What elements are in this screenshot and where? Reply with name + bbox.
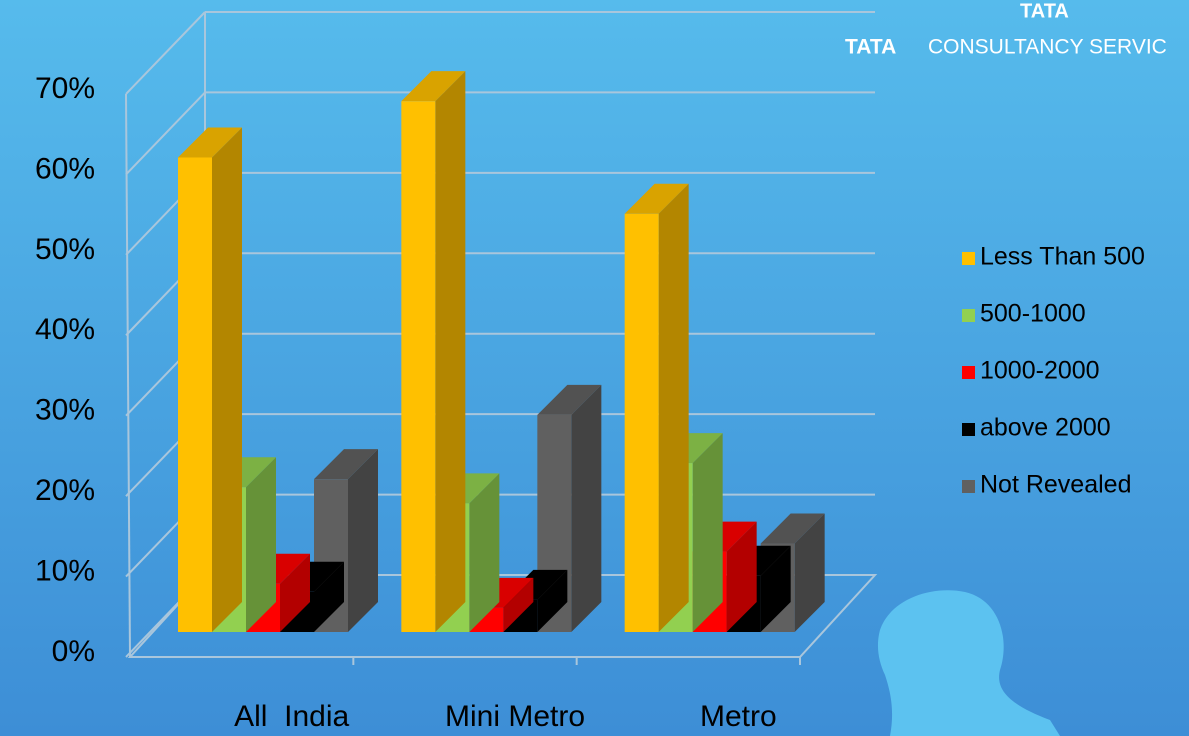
y-tick-label: 10% bbox=[35, 554, 95, 587]
grid-side-line bbox=[125, 91, 206, 176]
bar bbox=[624, 183, 689, 632]
x-tick-label: All India bbox=[234, 700, 349, 733]
logo-mark: TATA bbox=[1020, 0, 1069, 22]
legend-swatch bbox=[962, 366, 975, 379]
y-tick-label: 20% bbox=[35, 474, 95, 507]
legend-label: 1000-2000 bbox=[980, 357, 1100, 385]
bar-top bbox=[178, 127, 242, 158]
bar-side bbox=[760, 545, 791, 632]
y-tick-label: 60% bbox=[35, 152, 95, 185]
bar-side bbox=[726, 521, 757, 632]
y-axis bbox=[125, 93, 131, 658]
x-tick-label: Mini Metro bbox=[445, 700, 585, 733]
bar-top bbox=[537, 384, 602, 415]
bar-side bbox=[537, 569, 568, 632]
bar-side bbox=[280, 553, 310, 632]
bar-side bbox=[503, 577, 534, 632]
bar-side bbox=[435, 71, 466, 632]
bar-front bbox=[401, 101, 436, 632]
bar-side bbox=[348, 449, 378, 632]
bar-side bbox=[314, 561, 344, 632]
bar-side bbox=[794, 513, 825, 632]
silhouette bbox=[877, 590, 1060, 736]
legend-swatch bbox=[962, 309, 975, 322]
bar-top bbox=[314, 449, 378, 480]
bar-front bbox=[178, 157, 212, 632]
bar-front bbox=[624, 213, 659, 632]
y-tick-label: 0% bbox=[52, 635, 95, 668]
x-tick-label: Metro bbox=[700, 700, 777, 733]
bar-top bbox=[760, 513, 825, 544]
y-tick-label: 70% bbox=[35, 72, 95, 105]
legend-label: Less Than 500 bbox=[980, 243, 1145, 271]
legend-label: 500-1000 bbox=[980, 300, 1086, 328]
bar-side bbox=[212, 127, 242, 632]
bar-top bbox=[624, 183, 689, 214]
bar bbox=[178, 127, 242, 632]
legend-swatch bbox=[962, 480, 975, 493]
bar-side bbox=[571, 384, 602, 632]
bar bbox=[314, 449, 378, 632]
logo-name: CONSULTANCY SERVIC bbox=[928, 36, 1167, 59]
bar bbox=[401, 71, 466, 632]
bar-side bbox=[658, 183, 689, 632]
bar-side bbox=[469, 473, 500, 632]
legend-label: above 2000 bbox=[980, 414, 1111, 442]
grid-side-line bbox=[125, 11, 206, 95]
bar-side bbox=[692, 433, 723, 632]
y-tick-label: 40% bbox=[35, 313, 95, 346]
logo-wordmark: TATA bbox=[845, 36, 896, 59]
bar-side bbox=[246, 457, 276, 632]
legend-swatch bbox=[962, 423, 975, 436]
bar-top bbox=[401, 71, 466, 102]
y-tick-label: 50% bbox=[35, 233, 95, 266]
legend-swatch bbox=[962, 252, 975, 265]
legend-label: Not Revealed bbox=[980, 471, 1131, 499]
y-tick-label: 30% bbox=[35, 394, 95, 427]
